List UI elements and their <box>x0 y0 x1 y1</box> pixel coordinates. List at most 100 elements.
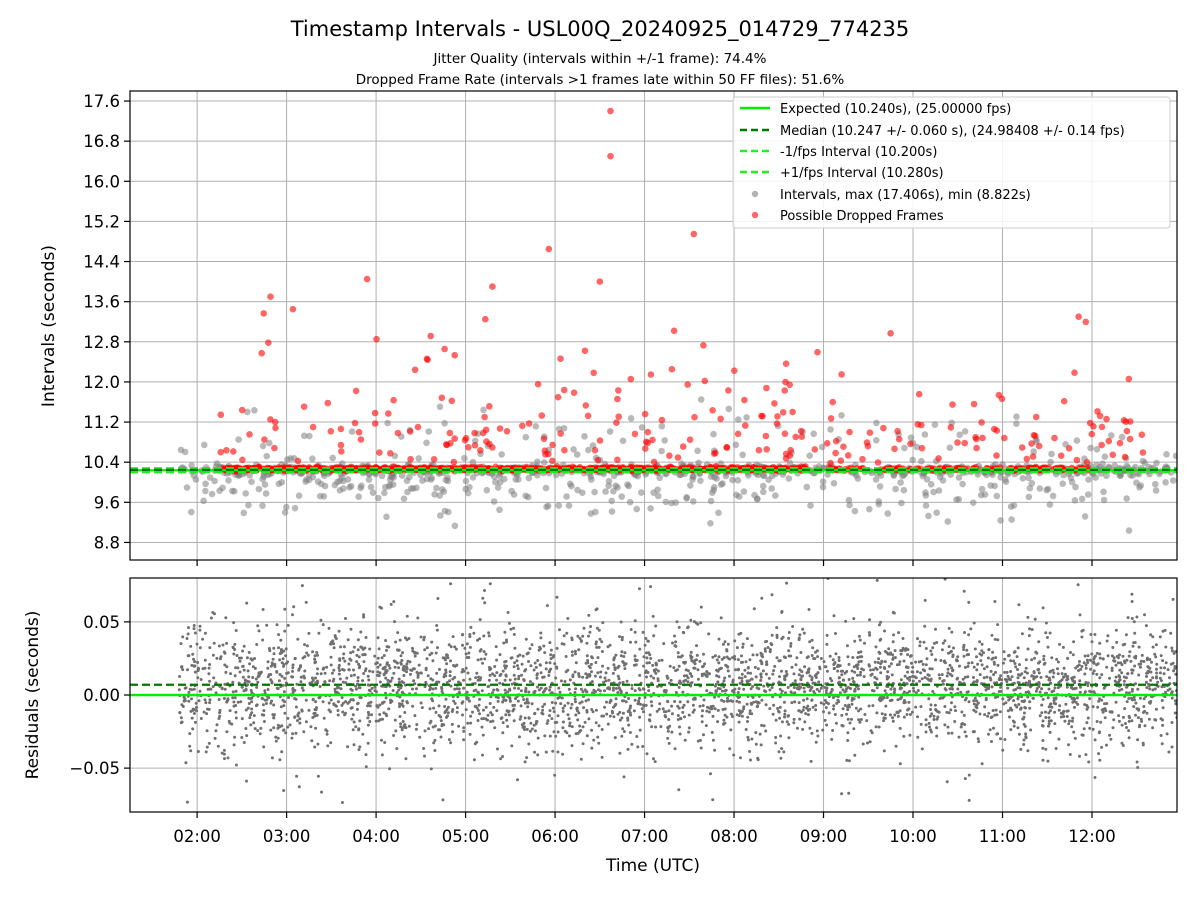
residual-point <box>205 745 209 749</box>
residual-point <box>549 657 553 661</box>
residual-point <box>673 644 677 648</box>
residual-point <box>481 661 484 665</box>
interval-point <box>1152 487 1160 494</box>
residual-point <box>653 760 657 764</box>
interval-point <box>739 451 746 459</box>
residual-point <box>183 686 187 690</box>
residual-point <box>464 708 468 712</box>
residual-point <box>578 724 582 728</box>
residual-point <box>244 727 248 730</box>
residual-point <box>784 691 787 695</box>
dropped-frame-point <box>1083 459 1091 466</box>
residual-point <box>206 707 209 711</box>
residual-point <box>972 730 976 734</box>
residual-point <box>1091 672 1095 675</box>
residual-point <box>521 654 525 658</box>
residual-point <box>929 703 933 707</box>
residual-point <box>475 671 479 675</box>
residual-point <box>935 641 939 644</box>
interval-point <box>348 428 356 435</box>
residual-point <box>350 717 354 721</box>
dropped-frame-point <box>560 386 568 394</box>
residual-point <box>756 758 760 762</box>
residual-point <box>760 596 764 600</box>
residual-point <box>778 675 781 679</box>
residual-point <box>544 750 548 754</box>
residual-point <box>908 689 911 693</box>
residual-point <box>667 718 671 721</box>
interval-point <box>901 444 908 452</box>
residual-point <box>1160 742 1164 746</box>
interval-point <box>689 476 696 483</box>
dropped-frame-point <box>811 446 819 453</box>
interval-point <box>181 448 189 456</box>
residual-point <box>1056 660 1060 664</box>
residual-point <box>620 650 624 654</box>
dropped-frame-point <box>438 394 446 402</box>
residual-point <box>840 673 844 677</box>
top-ytick-label: 14.4 <box>83 253 120 272</box>
residual-point <box>910 710 914 714</box>
interval-point <box>818 443 826 451</box>
residual-point <box>705 709 709 713</box>
residual-point <box>1047 722 1051 726</box>
dropped-frame-point <box>647 371 655 378</box>
dropped-frame-point <box>271 444 278 452</box>
residual-point <box>795 656 799 660</box>
residual-point <box>646 639 650 643</box>
residual-point <box>1130 671 1134 675</box>
residual-point <box>484 705 488 709</box>
residual-point <box>541 705 545 709</box>
residual-point <box>248 716 252 720</box>
interval-point <box>1008 516 1015 523</box>
residual-point <box>1022 711 1026 715</box>
residual-point <box>906 676 910 680</box>
residual-point <box>1121 744 1125 747</box>
residual-point <box>281 698 285 702</box>
residual-point <box>791 625 795 628</box>
dropped-frame-point <box>371 420 379 427</box>
residual-point <box>1072 730 1076 734</box>
residual-point <box>947 731 950 735</box>
residual-point <box>1085 721 1089 725</box>
interval-point <box>555 502 562 509</box>
residual-point <box>740 676 744 680</box>
residual-point <box>329 698 333 702</box>
residual-point <box>618 635 621 639</box>
residual-point <box>993 713 997 717</box>
residual-point <box>689 618 693 622</box>
residual-point <box>250 658 254 662</box>
interval-point <box>608 497 615 505</box>
residual-point <box>561 726 565 730</box>
residual-point <box>265 623 269 627</box>
dropped-frame-point <box>844 452 852 459</box>
residual-point <box>1031 696 1035 700</box>
residual-point <box>967 773 971 777</box>
residual-point <box>852 665 856 669</box>
dropped-frame-point <box>840 443 847 451</box>
residual-point <box>527 742 531 746</box>
residual-point <box>249 723 253 727</box>
residual-point <box>903 648 907 652</box>
residual-point <box>1170 646 1174 650</box>
interval-point <box>480 406 487 414</box>
residual-point <box>1132 620 1136 624</box>
dropped-frame-point <box>352 387 360 395</box>
interval-point <box>490 473 498 480</box>
interval-point <box>605 482 612 490</box>
residual-point <box>380 656 384 660</box>
residual-point <box>847 662 851 666</box>
residual-point <box>364 636 368 639</box>
residual-point <box>576 634 580 638</box>
interval-point <box>240 509 248 517</box>
interval-point <box>560 425 568 432</box>
dropped-frame-point <box>300 403 308 411</box>
residual-point <box>1132 705 1136 709</box>
residual-point <box>678 700 682 704</box>
residual-point <box>644 651 648 655</box>
residual-point <box>440 689 444 693</box>
residual-point <box>670 712 674 716</box>
residual-point <box>822 702 826 706</box>
dropped-frame-point <box>390 396 397 404</box>
residual-point <box>224 670 228 674</box>
